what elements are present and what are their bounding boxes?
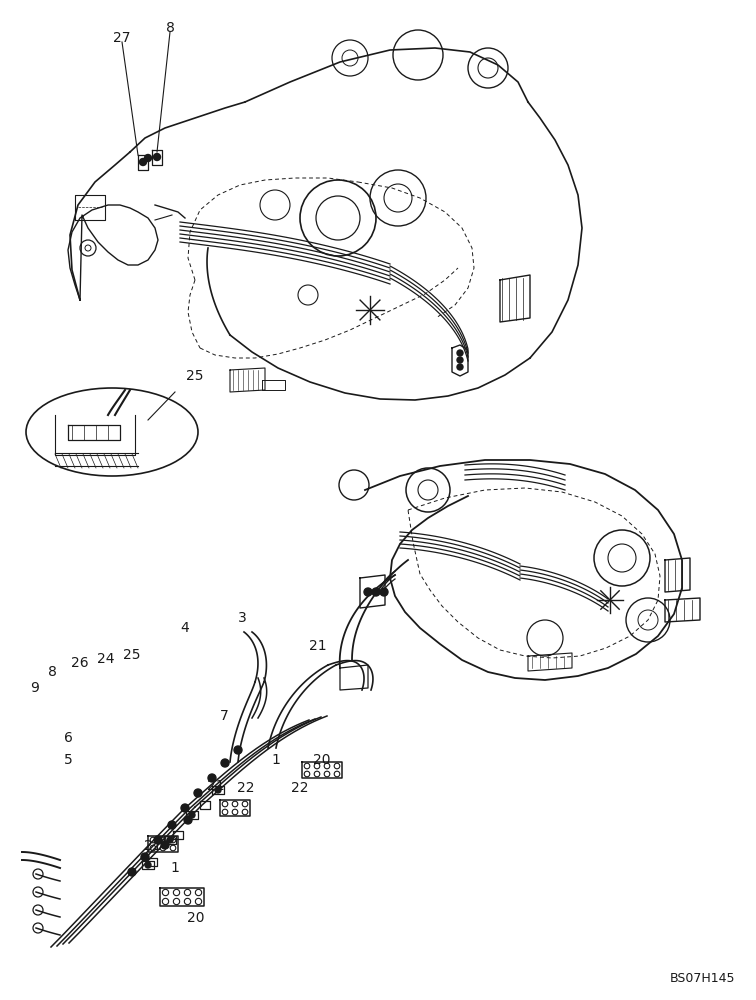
Text: 4: 4 [181, 621, 189, 635]
Circle shape [372, 588, 380, 596]
Circle shape [234, 746, 242, 754]
Circle shape [167, 837, 173, 843]
Circle shape [128, 868, 136, 876]
Text: 6: 6 [64, 731, 73, 745]
Text: 20: 20 [187, 911, 205, 925]
Circle shape [168, 821, 176, 829]
Text: 24: 24 [98, 652, 115, 666]
Circle shape [144, 154, 151, 161]
Text: 27: 27 [113, 31, 131, 45]
Circle shape [181, 804, 189, 812]
Text: 26: 26 [71, 656, 88, 670]
Text: 22: 22 [237, 781, 255, 795]
Circle shape [380, 588, 388, 596]
Text: 21: 21 [207, 779, 225, 793]
Text: 8: 8 [48, 665, 57, 679]
Text: 3: 3 [237, 611, 246, 625]
Circle shape [154, 836, 162, 844]
Circle shape [215, 787, 221, 793]
Circle shape [221, 759, 229, 767]
Circle shape [457, 364, 463, 370]
Circle shape [145, 862, 151, 868]
Text: 21: 21 [144, 839, 162, 853]
Text: 25: 25 [123, 648, 141, 662]
Circle shape [189, 812, 195, 818]
Text: 1: 1 [271, 753, 280, 767]
Text: 25: 25 [186, 369, 204, 383]
Circle shape [140, 158, 147, 165]
Text: 7: 7 [220, 709, 228, 723]
Text: 22: 22 [291, 781, 308, 795]
Text: 21: 21 [309, 639, 327, 653]
Text: 9: 9 [30, 681, 39, 695]
Circle shape [457, 357, 463, 363]
Circle shape [208, 774, 216, 782]
Text: 1: 1 [171, 861, 179, 875]
Circle shape [141, 853, 149, 861]
Text: 20: 20 [313, 753, 331, 767]
Circle shape [161, 841, 169, 849]
Text: 8: 8 [166, 21, 175, 35]
Circle shape [153, 153, 160, 160]
Circle shape [194, 789, 202, 797]
Circle shape [457, 350, 463, 356]
Text: 5: 5 [64, 753, 73, 767]
Text: BS07H145: BS07H145 [670, 972, 735, 985]
Circle shape [184, 816, 192, 824]
Circle shape [364, 588, 372, 596]
